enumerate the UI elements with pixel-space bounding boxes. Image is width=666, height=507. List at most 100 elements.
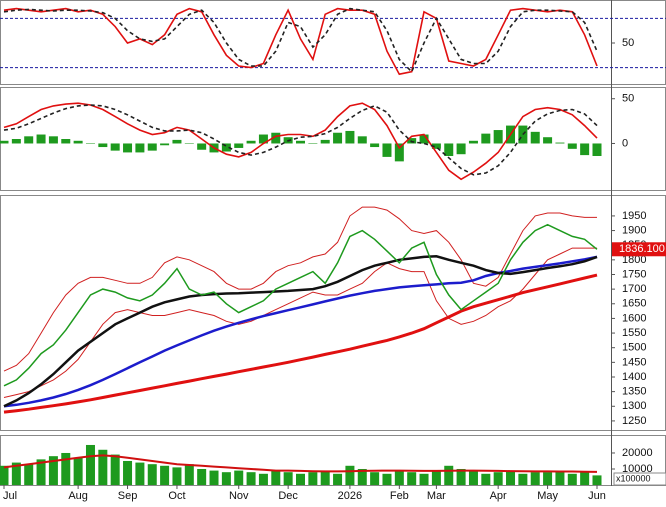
bar (61, 139, 71, 144)
bar (184, 143, 194, 144)
y-tick-label: 20000 (622, 447, 653, 459)
series-line (3, 255, 598, 408)
bar (283, 472, 293, 485)
bar (333, 132, 343, 144)
y-tick-label: 1950 (622, 210, 646, 222)
bar (24, 464, 34, 485)
bar (419, 473, 429, 485)
series-line (3, 454, 598, 473)
bar (24, 136, 34, 144)
bar (320, 470, 330, 485)
bar (73, 140, 83, 144)
bar (160, 465, 170, 485)
y-tick-label: 1350 (622, 386, 646, 398)
bar (246, 472, 256, 485)
bar (36, 134, 46, 144)
y-tick-label: 1600 (622, 312, 646, 324)
bar (555, 142, 565, 144)
bar (160, 143, 170, 146)
bar (61, 452, 71, 485)
x-tick-label: Jun (588, 490, 606, 502)
bar (36, 459, 46, 485)
x-tick-label: Sep (118, 490, 138, 502)
bar (296, 140, 305, 144)
bar (543, 472, 553, 485)
bar (530, 131, 540, 144)
x-tick-label: Jul (3, 490, 17, 502)
series-line (3, 273, 598, 414)
bar (481, 473, 491, 485)
unit-box (613, 472, 666, 486)
bar (444, 465, 454, 485)
bar (431, 143, 441, 149)
y-tick-label: 1500 (622, 342, 646, 354)
bar (370, 143, 380, 148)
unit-label: x100000 (616, 473, 651, 483)
bar (123, 143, 133, 153)
x-tick-label: Nov (229, 490, 249, 502)
bar (135, 143, 145, 153)
bar (394, 470, 404, 485)
bar (518, 473, 528, 485)
x-tick-label: 2026 (338, 490, 362, 502)
series-line (3, 104, 598, 176)
bar (382, 143, 392, 157)
bar (394, 143, 404, 162)
bar (98, 143, 108, 148)
bar (419, 134, 429, 144)
bar (320, 139, 330, 144)
y-tick-label: 1700 (622, 283, 646, 295)
series-line (3, 7, 598, 76)
bar (11, 462, 21, 485)
bar (271, 470, 281, 485)
panel-frame (0, 87, 666, 191)
bar (258, 134, 268, 144)
x-tick-label: May (537, 490, 558, 502)
bar (468, 470, 478, 485)
y-tick-label: 1750 (622, 268, 646, 280)
bar (567, 143, 577, 149)
bar (135, 462, 145, 485)
last-price-box (612, 242, 666, 257)
bar (407, 472, 417, 485)
y-tick-label: 50 (622, 93, 634, 105)
bar (456, 468, 466, 485)
x-tick-label: Aug (68, 490, 88, 502)
bar (308, 143, 318, 144)
bar (382, 473, 392, 485)
y-tick-label: 1400 (622, 371, 646, 383)
bar (530, 472, 540, 485)
series-line (3, 247, 597, 398)
bar (221, 143, 231, 152)
bar (357, 136, 367, 144)
bar (431, 470, 441, 485)
last-price-label: 1836.100 (619, 243, 665, 255)
bar (197, 468, 207, 485)
x-tick-label: Apr (490, 490, 507, 502)
y-tick-label: 1800 (622, 254, 646, 266)
bar (271, 132, 281, 144)
bar (543, 137, 553, 144)
y-tick-label: 0 (622, 137, 628, 149)
x-tick-label: Oct (168, 490, 185, 502)
series-line (3, 206, 597, 372)
series-line (3, 223, 598, 387)
y-tick-label: 1250 (622, 415, 646, 427)
bar (234, 470, 244, 485)
bar (493, 472, 503, 485)
bar (110, 454, 120, 485)
bar (234, 143, 244, 148)
y-tick-label: 1300 (622, 400, 646, 412)
bar (48, 456, 58, 485)
series-line (3, 7, 598, 74)
bar (592, 475, 602, 485)
bar (197, 143, 207, 150)
bar (147, 143, 157, 151)
bar (85, 143, 95, 144)
bar (48, 136, 58, 144)
y-tick-label: 1450 (622, 356, 646, 368)
bar (580, 472, 590, 485)
bar (209, 470, 219, 485)
bar (184, 464, 194, 485)
